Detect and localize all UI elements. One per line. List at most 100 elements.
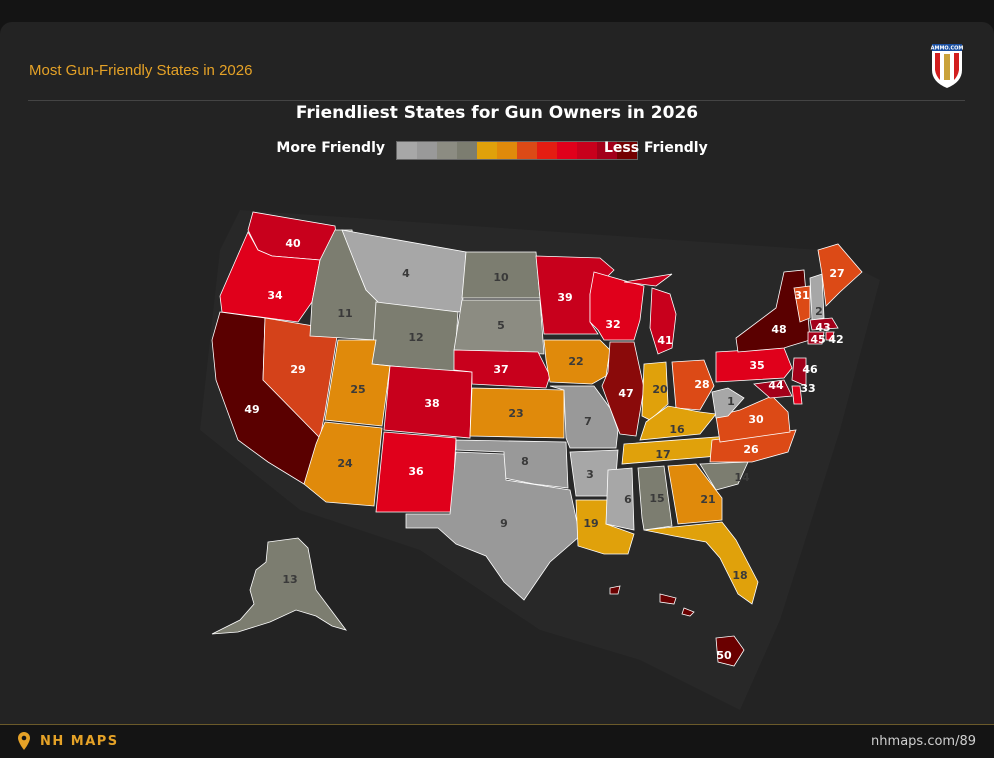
- state-rank-label: 37: [493, 363, 508, 376]
- state-ne[interactable]: [453, 349, 551, 389]
- map-pin-icon: [18, 732, 30, 750]
- state-rank-label: 3: [586, 468, 594, 481]
- state-rank-label: 39: [557, 291, 572, 304]
- state-az[interactable]: [303, 421, 383, 507]
- state-rank-label: 18: [732, 569, 747, 582]
- state-mo[interactable]: [549, 385, 619, 449]
- state-rank-label: 24: [337, 457, 353, 470]
- legend-swatch: [397, 142, 417, 159]
- state-rank-label: 25: [350, 383, 365, 396]
- legend-swatch: [577, 142, 597, 159]
- state-rank-label: 32: [605, 318, 620, 331]
- state-md[interactable]: [753, 379, 793, 399]
- state-ma[interactable]: [809, 317, 839, 331]
- state-in[interactable]: [641, 361, 669, 421]
- state-sd[interactable]: [453, 299, 545, 355]
- legend-swatch: [517, 142, 537, 159]
- state-al[interactable]: [637, 465, 673, 531]
- state-rank-label: 14: [734, 471, 750, 484]
- state-rank-label: 35: [749, 359, 764, 372]
- state-co[interactable]: [383, 365, 473, 439]
- state-rank-label: 47: [618, 387, 633, 400]
- state-nh[interactable]: [809, 273, 825, 321]
- footer-url[interactable]: nhmaps.com/89: [871, 734, 976, 749]
- ammo-logo: AMMO.COM: [931, 44, 964, 88]
- state-rank-label: 48: [771, 323, 786, 336]
- state-rank-label: 10: [493, 271, 509, 284]
- legend-swatch: [417, 142, 437, 159]
- state-hi[interactable]: [609, 585, 745, 667]
- state-ak[interactable]: [211, 537, 348, 635]
- legend-swatch: [477, 142, 497, 159]
- state-rank-label: 21: [700, 493, 715, 506]
- header-divider: [28, 100, 965, 101]
- state-tx[interactable]: [405, 451, 581, 601]
- state-rank-label: 33: [800, 382, 815, 395]
- legend-swatch: [537, 142, 557, 159]
- state-oh[interactable]: [671, 359, 715, 411]
- state-rank-label: 15: [649, 492, 664, 505]
- state-vt[interactable]: [793, 285, 811, 323]
- legend-swatch: [497, 142, 517, 159]
- state-ia[interactable]: [543, 339, 611, 385]
- state-rank-label: 50: [716, 649, 732, 662]
- logo-text: AMMO.COM: [931, 46, 964, 52]
- state-rank-label: 43: [815, 321, 830, 334]
- legend-swatch: [457, 142, 477, 159]
- legend: More Friendly Less Friendly: [0, 139, 994, 161]
- state-rank-label: 42: [828, 333, 843, 346]
- state-me[interactable]: [817, 243, 863, 307]
- state-il[interactable]: [601, 341, 645, 437]
- state-rank-label: 34: [267, 289, 283, 302]
- footer-brand: NH MAPS: [40, 734, 119, 749]
- state-rank-label: 1: [727, 395, 735, 408]
- state-rank-label: 30: [748, 413, 764, 426]
- state-ok[interactable]: [455, 439, 569, 489]
- state-rank-label: 45: [810, 333, 825, 346]
- state-mi[interactable]: [623, 273, 677, 355]
- us-map: 4034492911412252438361053723893922731932…: [200, 210, 880, 710]
- state-rank-label: 36: [408, 465, 424, 478]
- state-ms[interactable]: [605, 467, 635, 531]
- state-rank-label: 7: [584, 415, 592, 428]
- state-rank-label: 23: [508, 407, 523, 420]
- state-ga[interactable]: [667, 463, 723, 525]
- legend-swatch: [437, 142, 457, 159]
- state-rank-label: 46: [802, 363, 818, 376]
- state-rank-label: 29: [290, 363, 305, 376]
- state-ri[interactable]: [825, 331, 835, 341]
- state-rank-label: 17: [655, 448, 670, 461]
- state-rank-label: 2: [815, 305, 823, 318]
- legend-color-scale: [396, 141, 638, 160]
- state-rank-label: 8: [521, 455, 529, 468]
- state-de[interactable]: [791, 385, 803, 405]
- legend-right-label: Less Friendly: [604, 140, 708, 156]
- state-rank-label: 9: [500, 517, 508, 530]
- state-wv[interactable]: [711, 387, 745, 419]
- state-nj[interactable]: [791, 357, 807, 387]
- state-rank-label: 11: [337, 307, 352, 320]
- state-rank-label: 16: [669, 423, 685, 436]
- state-rank-label: 5: [497, 319, 505, 332]
- state-va[interactable]: [715, 395, 791, 443]
- state-rank-label: 28: [694, 378, 709, 391]
- legend-swatch: [557, 142, 577, 159]
- state-rank-label: 13: [282, 573, 297, 586]
- legend-left-label: More Friendly: [276, 140, 385, 156]
- legend-swatch: [597, 142, 617, 159]
- state-ct[interactable]: [807, 331, 825, 345]
- labels-layer: 4034492911412252438361053723893922731932…: [244, 237, 844, 662]
- card-title: Most Gun-Friendly States in 2026: [29, 62, 253, 79]
- state-rank-label: 26: [743, 443, 759, 456]
- state-rank-label: 31: [794, 289, 809, 302]
- state-rank-label: 6: [624, 493, 632, 506]
- states-layer: [211, 211, 863, 667]
- state-rank-label: 12: [408, 331, 423, 344]
- state-rank-label: 49: [244, 403, 259, 416]
- state-fl[interactable]: [643, 521, 759, 605]
- state-ks[interactable]: [469, 387, 565, 439]
- state-sc[interactable]: [699, 461, 749, 491]
- footer: NH MAPS nhmaps.com/89: [0, 724, 994, 758]
- state-rank-label: 20: [652, 383, 668, 396]
- map-title: Friendliest States for Gun Owners in 202…: [295, 103, 699, 123]
